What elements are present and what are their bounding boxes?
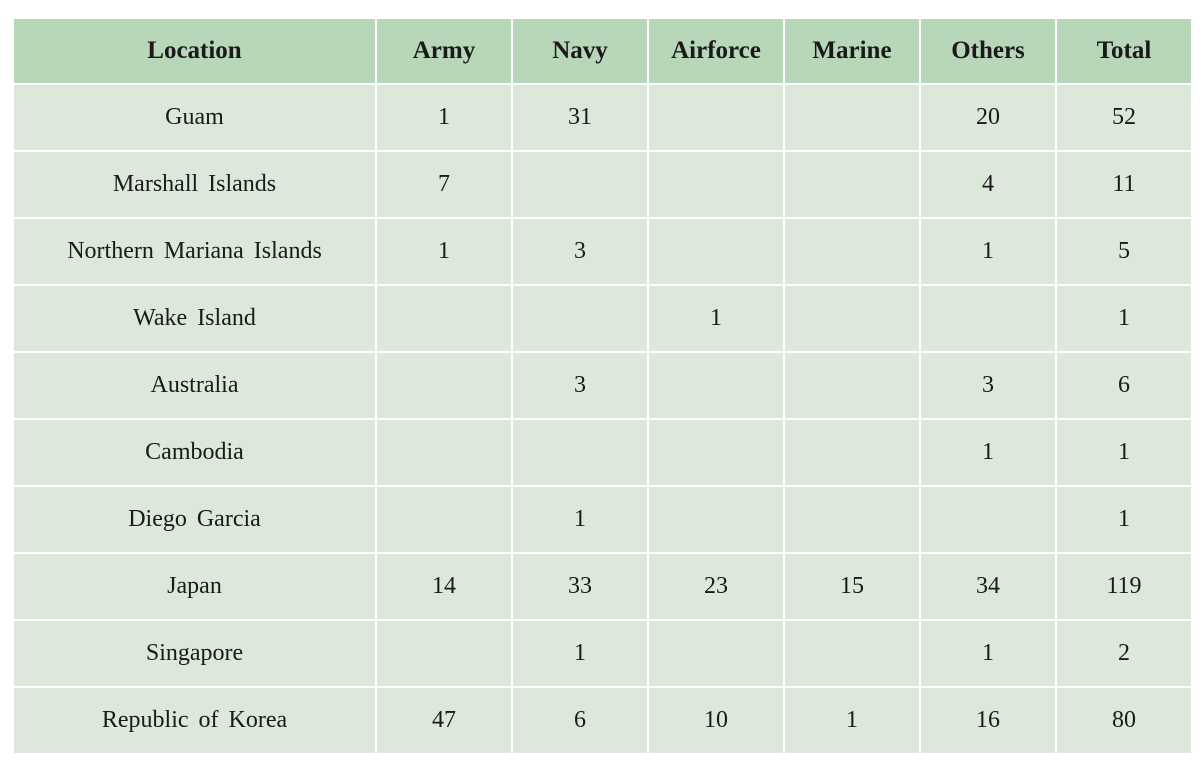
cell-others: 1	[919, 217, 1057, 286]
cell-others	[919, 485, 1057, 554]
cell-navy: 1	[511, 619, 649, 688]
table-header: Location Army Navy Airforce Marine Other…	[12, 17, 1193, 85]
cell-army	[375, 418, 513, 487]
cell-airforce	[647, 217, 785, 286]
cell-others: 34	[919, 552, 1057, 621]
table-row: Northern Mariana Islands 1 3 1 5	[12, 217, 1193, 286]
cell-navy: 31	[511, 83, 649, 152]
cell-airforce: 10	[647, 686, 785, 755]
cell-airforce	[647, 485, 785, 554]
table-row: Diego Garcia 1 1	[12, 485, 1193, 554]
cell-others: 16	[919, 686, 1057, 755]
cell-army	[375, 284, 513, 353]
cell-others: 1	[919, 619, 1057, 688]
cell-airforce: 23	[647, 552, 785, 621]
cell-total: 1	[1055, 485, 1193, 554]
header-navy: Navy	[511, 17, 649, 85]
cell-location: Australia	[12, 351, 377, 420]
table-row: Singapore 1 1 2	[12, 619, 1193, 688]
cell-marine	[783, 485, 921, 554]
cell-others: 4	[919, 150, 1057, 219]
cell-total: 1	[1055, 418, 1193, 487]
cell-army: 7	[375, 150, 513, 219]
cell-total: 52	[1055, 83, 1193, 152]
table-row: Marshall Islands 7 4 11	[12, 150, 1193, 219]
cell-army	[375, 619, 513, 688]
header-row: Location Army Navy Airforce Marine Other…	[12, 17, 1193, 85]
cell-location: Singapore	[12, 619, 377, 688]
cell-army: 1	[375, 217, 513, 286]
table-row: Republic of Korea 47 6 10 1 16 80	[12, 686, 1193, 755]
cell-marine: 15	[783, 552, 921, 621]
data-table-container: Location Army Navy Airforce Marine Other…	[12, 17, 1193, 755]
cell-total: 1	[1055, 284, 1193, 353]
cell-location: Cambodia	[12, 418, 377, 487]
cell-airforce	[647, 418, 785, 487]
cell-others	[919, 284, 1057, 353]
cell-navy	[511, 418, 649, 487]
base-count-table: Location Army Navy Airforce Marine Other…	[12, 17, 1193, 755]
cell-navy: 3	[511, 351, 649, 420]
cell-total: 119	[1055, 552, 1193, 621]
table-row: Cambodia 1 1	[12, 418, 1193, 487]
cell-marine	[783, 418, 921, 487]
cell-location: Guam	[12, 83, 377, 152]
cell-location: Japan	[12, 552, 377, 621]
cell-total: 6	[1055, 351, 1193, 420]
cell-marine	[783, 284, 921, 353]
header-marine: Marine	[783, 17, 921, 85]
cell-navy: 6	[511, 686, 649, 755]
cell-location: Northern Mariana Islands	[12, 217, 377, 286]
cell-location: Republic of Korea	[12, 686, 377, 755]
cell-marine	[783, 83, 921, 152]
cell-others: 3	[919, 351, 1057, 420]
cell-army	[375, 485, 513, 554]
cell-airforce	[647, 351, 785, 420]
cell-marine	[783, 217, 921, 286]
cell-total: 2	[1055, 619, 1193, 688]
cell-location: Marshall Islands	[12, 150, 377, 219]
cell-marine	[783, 150, 921, 219]
table-row: Australia 3 3 6	[12, 351, 1193, 420]
header-airforce: Airforce	[647, 17, 785, 85]
table-body: Guam 1 31 20 52 Marshall Islands 7 4 11 Northern …	[12, 83, 1193, 755]
cell-army: 14	[375, 552, 513, 621]
cell-navy: 3	[511, 217, 649, 286]
header-others: Others	[919, 17, 1057, 85]
table-row: Wake Island 1 1	[12, 284, 1193, 353]
cell-army	[375, 351, 513, 420]
cell-location: Wake Island	[12, 284, 377, 353]
header-location: Location	[12, 17, 377, 85]
cell-airforce	[647, 619, 785, 688]
cell-total: 5	[1055, 217, 1193, 286]
header-total: Total	[1055, 17, 1193, 85]
cell-airforce: 1	[647, 284, 785, 353]
cell-army: 47	[375, 686, 513, 755]
cell-marine: 1	[783, 686, 921, 755]
cell-marine	[783, 351, 921, 420]
cell-navy: 33	[511, 552, 649, 621]
table-row: Guam 1 31 20 52	[12, 83, 1193, 152]
table-row: Japan 14 33 23 15 34 119	[12, 552, 1193, 621]
cell-marine	[783, 619, 921, 688]
cell-navy: 1	[511, 485, 649, 554]
cell-total: 11	[1055, 150, 1193, 219]
cell-army: 1	[375, 83, 513, 152]
cell-others: 1	[919, 418, 1057, 487]
cell-airforce	[647, 150, 785, 219]
cell-navy	[511, 284, 649, 353]
cell-location: Diego Garcia	[12, 485, 377, 554]
cell-others: 20	[919, 83, 1057, 152]
cell-airforce	[647, 83, 785, 152]
cell-navy	[511, 150, 649, 219]
cell-total: 80	[1055, 686, 1193, 755]
header-army: Army	[375, 17, 513, 85]
